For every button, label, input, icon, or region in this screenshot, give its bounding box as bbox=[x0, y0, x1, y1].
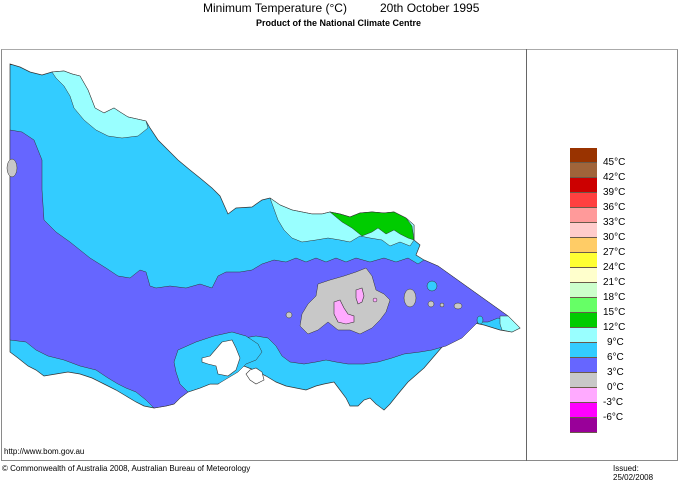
legend-swatch-24 bbox=[570, 253, 597, 268]
legend-swatch-below bbox=[570, 418, 597, 433]
port-phillip-bay bbox=[201, 339, 241, 377]
subtitle-text: Product of the National Climate Centre bbox=[256, 18, 422, 28]
map-band-0-3-patch bbox=[427, 300, 435, 308]
legend-label: 0°C bbox=[607, 382, 624, 393]
legend-label: 36°C bbox=[603, 202, 626, 213]
map-band-0-3-patch bbox=[285, 311, 293, 319]
map-band-6-9-patch bbox=[426, 280, 438, 292]
legend-swatch-21 bbox=[570, 268, 597, 283]
legend-swatch-0 bbox=[570, 373, 597, 388]
map-band-9-12-north bbox=[51, 70, 149, 139]
legend-label: 6°C bbox=[607, 352, 624, 363]
legend-swatch-39 bbox=[570, 178, 597, 193]
legend-swatch-42 bbox=[570, 163, 597, 178]
legend-label: -6°C bbox=[603, 412, 624, 423]
legend-swatch-3 bbox=[570, 358, 597, 373]
legend-swatch-18 bbox=[570, 283, 597, 298]
legend-label: 39°C bbox=[603, 187, 626, 198]
map-band-0-3-patch bbox=[403, 288, 417, 308]
url-text[interactable]: http://www.bom.gov.au bbox=[4, 447, 85, 456]
legend-swatch-9 bbox=[570, 328, 597, 343]
legend-label: 45°C bbox=[603, 157, 626, 168]
legend-label: 9°C bbox=[607, 337, 624, 348]
legend-swatch-6 bbox=[570, 343, 597, 358]
date-text: 20th October 1995 bbox=[380, 1, 480, 15]
legend-swatch-minus6 bbox=[570, 403, 597, 418]
map-band-9-12-east bbox=[499, 315, 521, 333]
map-band-12-15 bbox=[329, 211, 415, 241]
panel-divider bbox=[526, 49, 527, 461]
map-band-6-9-patch bbox=[476, 315, 484, 325]
map-band-0-3-patch bbox=[453, 302, 463, 310]
map-band-0-3 bbox=[299, 267, 391, 335]
legend-swatch-45 bbox=[570, 148, 597, 163]
map-title: Minimum Temperature (°C) 20th October 19… bbox=[0, 0, 680, 16]
legend-label: 30°C bbox=[603, 232, 626, 243]
legend-label: 42°C bbox=[603, 172, 626, 183]
legend-swatch-30 bbox=[570, 223, 597, 238]
legend-swatch-27 bbox=[570, 238, 597, 253]
map-band-minus3-0 bbox=[355, 287, 365, 305]
legend-label: 18°C bbox=[603, 292, 626, 303]
legend-label: 12°C bbox=[603, 322, 626, 333]
legend-swatch-33 bbox=[570, 208, 597, 223]
temperature-map bbox=[6, 63, 521, 411]
issued-text: Issued: 25/02/2008 bbox=[613, 464, 654, 482]
legend-swatch-12 bbox=[570, 313, 597, 328]
title-text: Minimum Temperature (°C) bbox=[203, 1, 347, 15]
legend-swatch-15 bbox=[570, 298, 597, 313]
map-band-0-3-patch bbox=[439, 302, 445, 308]
legend-swatch-36 bbox=[570, 193, 597, 208]
copyright-text: © Commonwealth of Australia 2008, Austra… bbox=[2, 464, 251, 473]
western-port bbox=[245, 367, 265, 385]
legend-swatch-minus3 bbox=[570, 388, 597, 403]
legend-label: 3°C bbox=[607, 367, 624, 378]
map-frame bbox=[1, 49, 678, 461]
legend-label: 27°C bbox=[603, 247, 626, 258]
legend-label: 33°C bbox=[603, 217, 626, 228]
map-band-minus3-0 bbox=[333, 299, 355, 325]
legend-label: 21°C bbox=[603, 277, 626, 288]
legend-label: -3°C bbox=[603, 397, 624, 408]
legend-label: 24°C bbox=[603, 262, 626, 273]
map-band-minus3-0 bbox=[372, 297, 378, 303]
map-band-0-3-patch bbox=[6, 158, 18, 178]
legend-label: 15°C bbox=[603, 307, 626, 318]
